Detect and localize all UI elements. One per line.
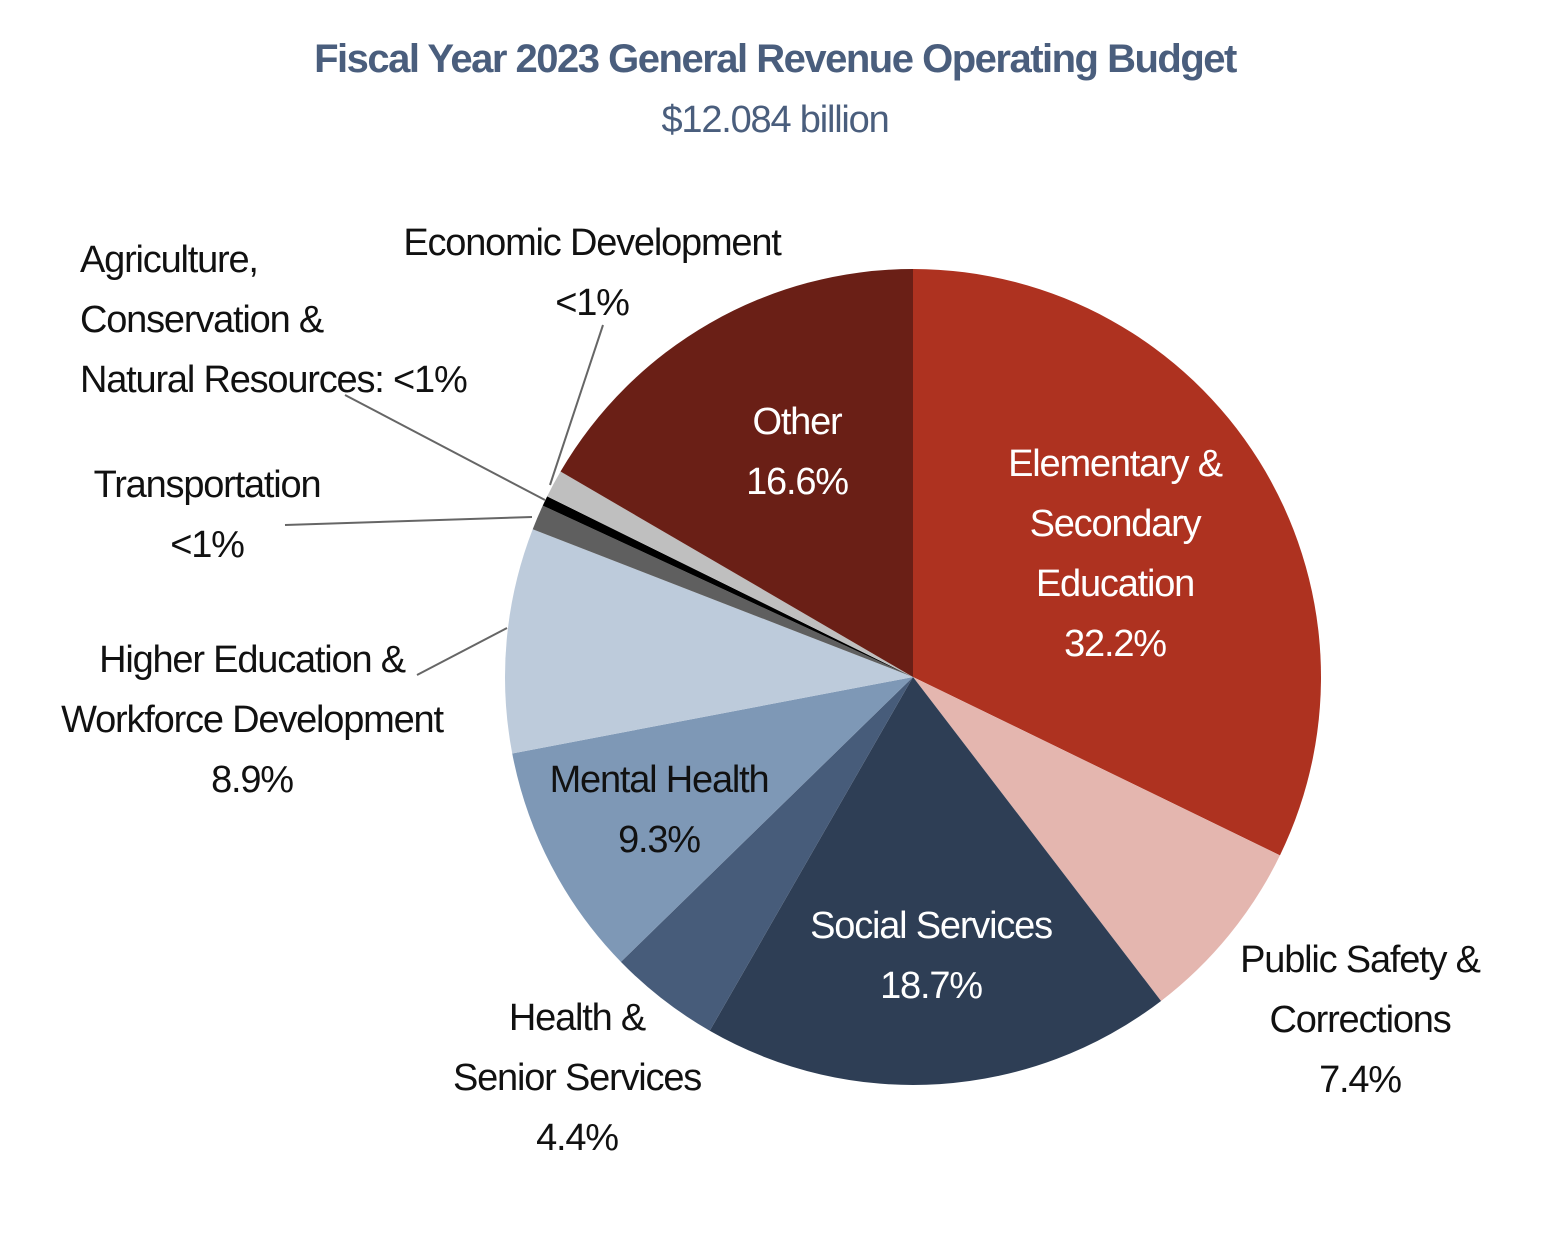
data-label: 32.2% bbox=[1064, 623, 1166, 665]
label-line: Other bbox=[752, 401, 843, 443]
label-line: Conservation & bbox=[80, 299, 324, 341]
pie-slice-agriculture bbox=[542, 496, 913, 677]
leader-economic bbox=[549, 324, 604, 486]
label-line: Higher Education & bbox=[99, 639, 406, 681]
label-line: Corrections bbox=[1269, 999, 1450, 1041]
data-label: <1% bbox=[170, 524, 244, 566]
label-line: Transportation bbox=[94, 464, 321, 506]
label-line: Workforce Development bbox=[61, 699, 444, 741]
label-line: Education bbox=[1036, 563, 1194, 605]
label-elementary: Elementary & Secondary Education 32.2% bbox=[1008, 443, 1224, 665]
label-line: Elementary & bbox=[1008, 443, 1223, 485]
data-label: 4.4% bbox=[536, 1117, 618, 1159]
label-health: Health & Senior Services 4.4% bbox=[453, 997, 703, 1159]
pie-slice-social bbox=[709, 677, 1162, 1085]
pie-slice-economic bbox=[547, 471, 913, 677]
label-economic: Economic Development <1% bbox=[403, 222, 783, 324]
label-social: Social Services 18.7% bbox=[810, 905, 1053, 1007]
label-line: Senior Services bbox=[453, 1057, 701, 1099]
leader-higher-ed bbox=[416, 627, 508, 676]
data-label: <1% bbox=[555, 282, 629, 324]
data-label: <1% bbox=[393, 359, 467, 401]
chart-subtitle: $12.084 billion bbox=[661, 99, 888, 141]
pie-slice-mental bbox=[512, 677, 913, 962]
leader-agriculture bbox=[344, 394, 546, 501]
label-line-text: Natural Resources: bbox=[80, 359, 384, 401]
label-agriculture: Agriculture, Conservation & Natural Reso… bbox=[80, 239, 468, 401]
pie-slice-transportation bbox=[532, 505, 913, 677]
pie-slice-public_safety bbox=[913, 677, 1280, 1001]
label-line: Mental Health bbox=[550, 759, 769, 801]
label-line: Public Safety & bbox=[1240, 939, 1481, 981]
label-line: Natural Resources: <1% bbox=[80, 359, 467, 401]
data-label: 8.9% bbox=[211, 759, 293, 801]
pie-slice-other bbox=[560, 269, 913, 677]
pie-slice-health bbox=[620, 677, 913, 1031]
label-public-safety: Public Safety & Corrections 7.4% bbox=[1240, 939, 1482, 1101]
data-label: 18.7% bbox=[880, 965, 982, 1007]
data-label: 7.4% bbox=[1319, 1059, 1401, 1101]
pie-slice-higher_ed bbox=[505, 529, 913, 754]
chart-title: Fiscal Year 2023 General Revenue Operati… bbox=[314, 37, 1237, 81]
data-label: 9.3% bbox=[618, 819, 700, 861]
label-higher-ed: Higher Education & Workforce Development… bbox=[61, 639, 446, 801]
label-line: Social Services bbox=[810, 905, 1052, 947]
label-transportation: Transportation <1% bbox=[94, 464, 322, 566]
label-line: Health & bbox=[509, 997, 646, 1039]
pie-slice-elementary bbox=[913, 269, 1321, 856]
leader-transportation bbox=[284, 516, 533, 526]
data-label: 16.6% bbox=[746, 461, 848, 503]
label-line: Economic Development bbox=[403, 222, 782, 264]
label-mental: Mental Health 9.3% bbox=[550, 759, 770, 861]
pie-slices bbox=[505, 269, 1321, 1085]
label-line: Secondary bbox=[1030, 503, 1202, 545]
label-other: Other 16.6% bbox=[746, 401, 849, 503]
label-line: Agriculture, bbox=[80, 239, 258, 281]
